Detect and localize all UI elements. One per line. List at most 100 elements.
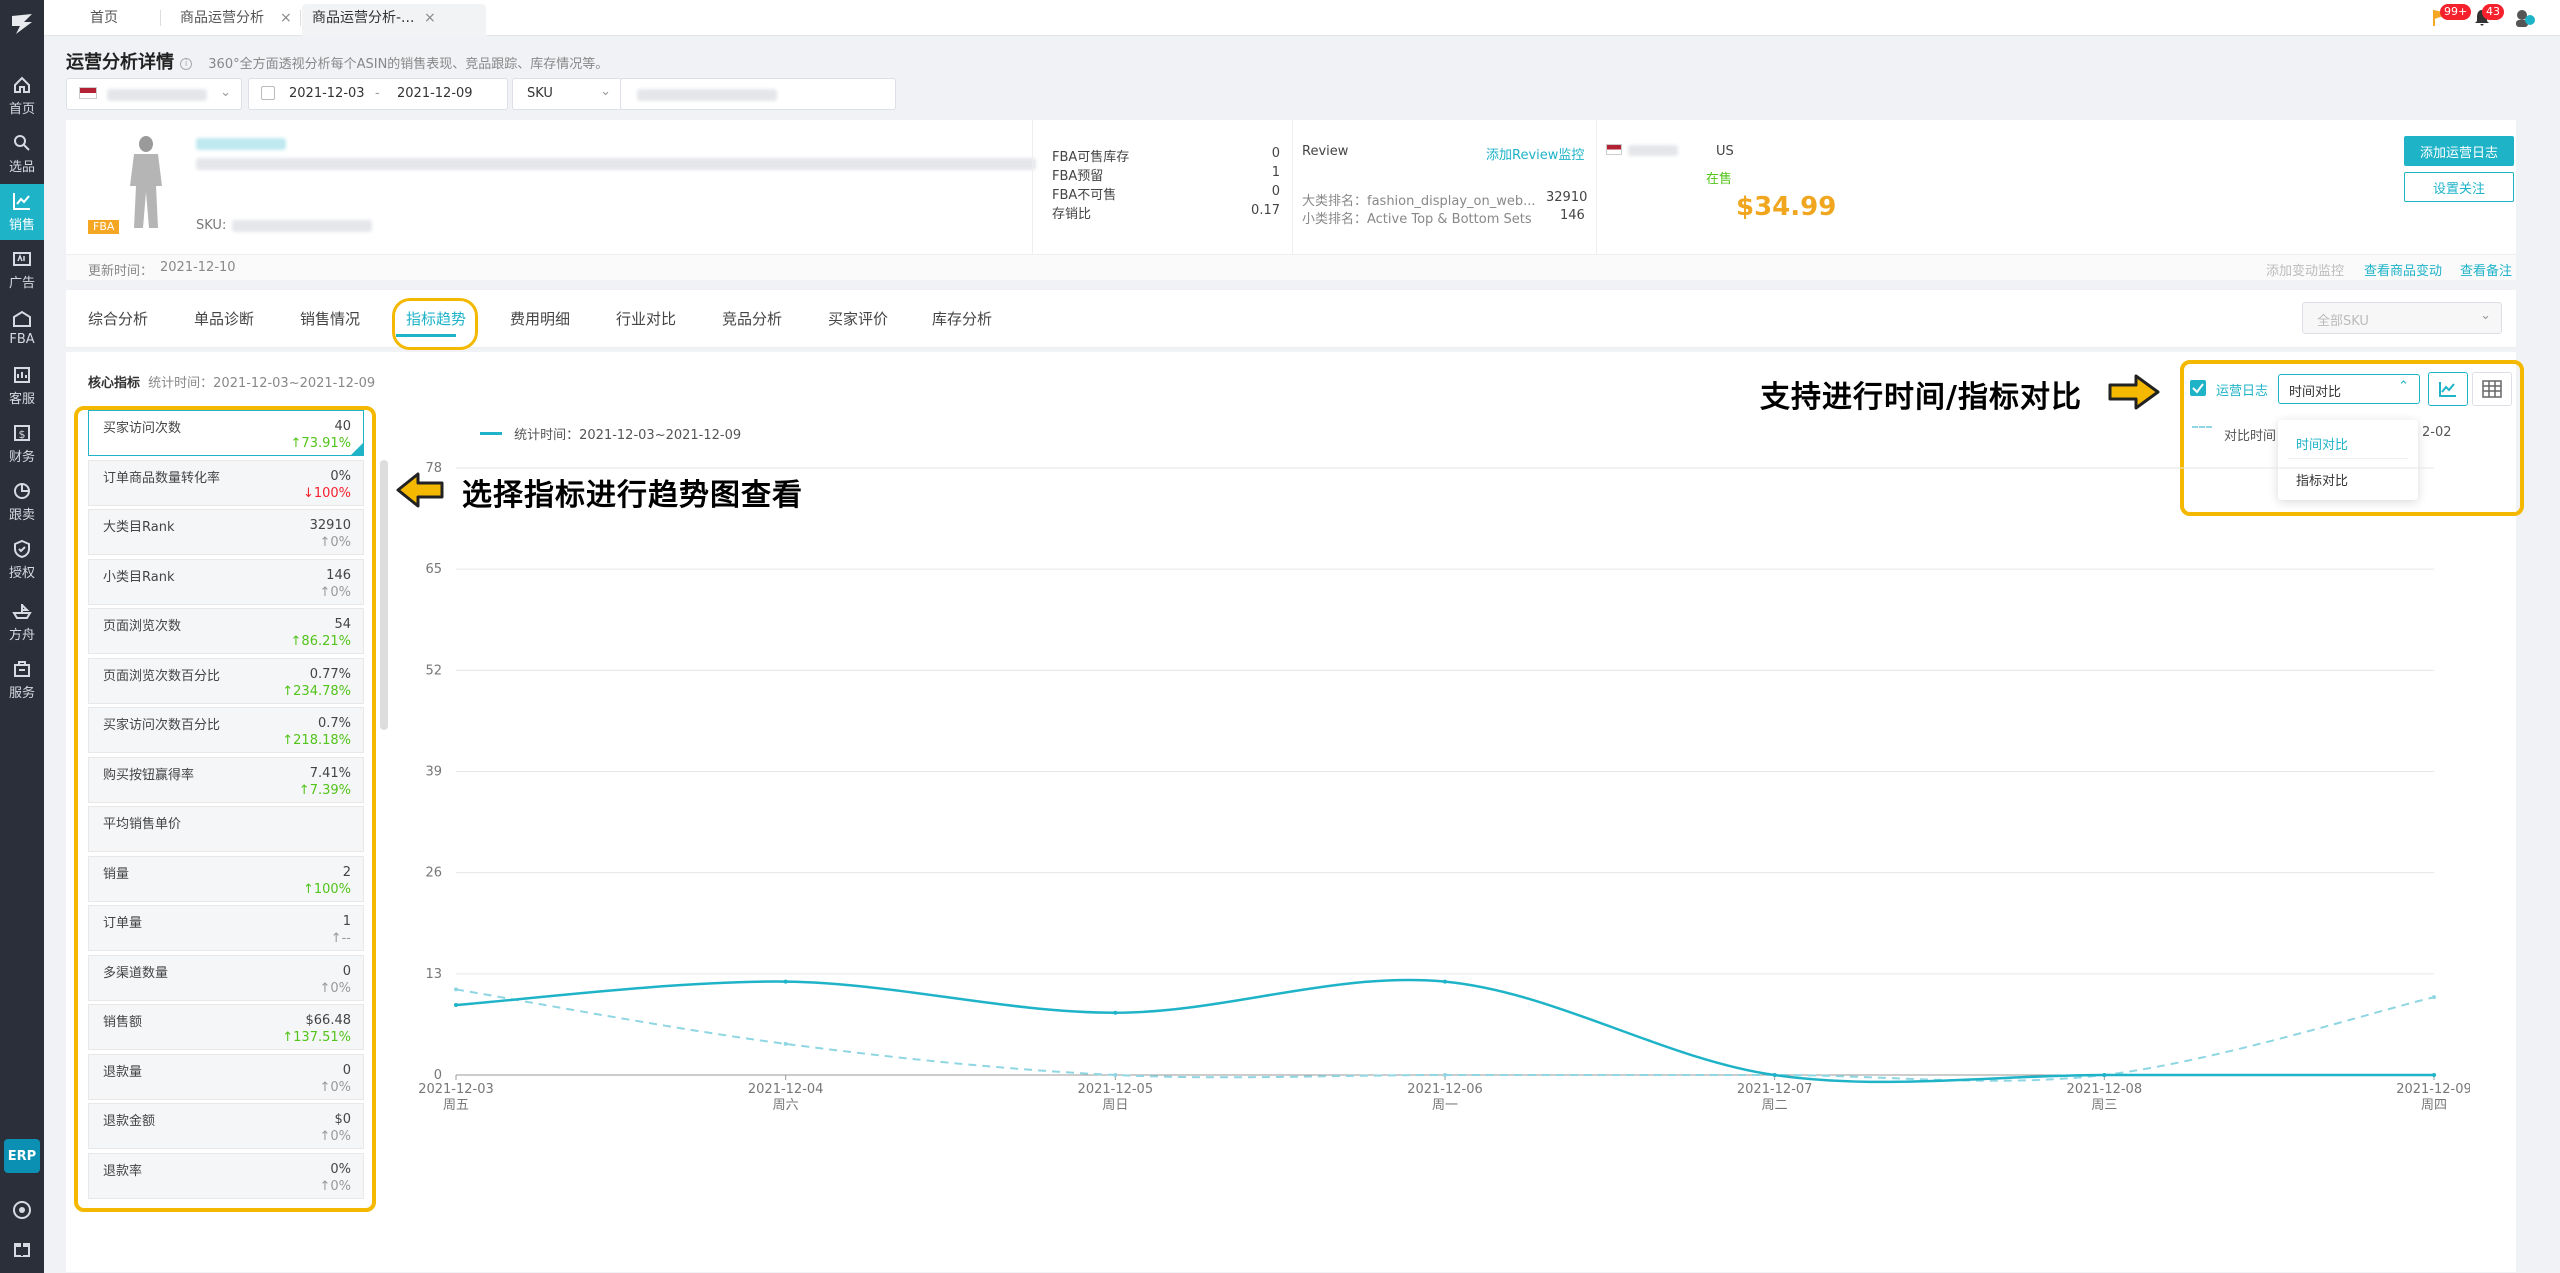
data-point bbox=[454, 987, 458, 992]
y-tick-label: 26 bbox=[425, 866, 442, 881]
x-tick-label: 2021-12-06 bbox=[1407, 1082, 1483, 1097]
updated-label: 更新时间： bbox=[88, 264, 154, 279]
annotation-compare: 支持进行时间/指标对比 bbox=[1760, 380, 2082, 415]
date-separator: - bbox=[375, 86, 380, 101]
metric-item[interactable]: 销量 2 ↑100% bbox=[88, 855, 364, 902]
compare-mode-select[interactable]: 时间对比 ⌃ bbox=[2278, 374, 2420, 404]
core-metrics-title: 核心指标 bbox=[88, 376, 141, 391]
analysis-tab[interactable]: 综合分析 bbox=[88, 310, 149, 328]
page-header: 运营分析详情 i 360°全方面透视分析每个ASIN的销售表现、竞品跟踪、库存情… bbox=[66, 48, 608, 74]
tab-close-icon[interactable]: × bbox=[280, 10, 292, 26]
metric-item[interactable]: 订单商品数量转化率 0% ↓100% bbox=[88, 459, 364, 506]
add-review-monitor-link[interactable]: 添加Review监控 bbox=[1486, 148, 1585, 163]
tab-home[interactable]: 首页 bbox=[90, 10, 118, 26]
nav-item-finance[interactable]: $ 财务 bbox=[0, 416, 44, 472]
metric-item[interactable]: 买家访问次数 40 ↑73.91% bbox=[88, 410, 364, 456]
view-notes-link[interactable]: 查看备注 bbox=[2460, 264, 2513, 279]
view-product-changes-link[interactable]: 查看商品变动 bbox=[2364, 264, 2443, 279]
dropdown-option-metric-compare[interactable]: 指标对比 bbox=[2296, 474, 2349, 489]
info-icon[interactable]: i bbox=[180, 58, 193, 70]
metric-item[interactable]: 买家访问次数百分比 0.7% ↑218.18% bbox=[88, 707, 364, 753]
metric-item[interactable]: 页面浏览次数百分比 0.77% ↑234.78% bbox=[88, 657, 364, 704]
product-card: FBA SKU: FBA可售库存 0 FBA预留 1 FBA不可售 0 存销比 0.17 Re… bbox=[66, 120, 2516, 280]
date-range-picker[interactable]: 2021-12-03 - 2021-12-09 bbox=[248, 78, 508, 110]
nav-item-shield[interactable]: 授权 bbox=[0, 532, 44, 588]
erp-button[interactable]: ERP bbox=[4, 1139, 40, 1173]
dropdown-option-time-compare[interactable]: 时间对比 bbox=[2296, 438, 2349, 453]
sku-filter-value: 全部SKU bbox=[2317, 314, 2369, 329]
metric-label: 多渠道数量 bbox=[103, 965, 169, 981]
tab-product-analysis[interactable]: 商品运营分析 bbox=[180, 10, 264, 26]
tab-product-analysis-detail[interactable]: 商品运营分析-... bbox=[312, 10, 415, 26]
chart-legend-label: 统计时间：2021-12-03~2021-12-09 bbox=[514, 428, 742, 443]
tab-bar: 首页 商品运营分析 × 商品运营分析-... × 99+ 43 bbox=[44, 0, 2560, 36]
analysis-tab[interactable]: 指标趋势 bbox=[406, 310, 467, 328]
analysis-tab[interactable]: 库存分析 bbox=[932, 310, 993, 328]
analysis-tab[interactable]: 行业对比 bbox=[616, 310, 677, 328]
metric-item[interactable]: 购买按钮赢得率 7.41% ↑7.39% bbox=[88, 756, 364, 803]
analysis-tab[interactable]: 竞品分析 bbox=[722, 310, 783, 328]
flag-badge: 99+ bbox=[2440, 4, 2472, 20]
metric-item[interactable]: 大类目Rank 32910 ↑0% bbox=[88, 509, 364, 555]
nav-item-label: 财务 bbox=[8, 450, 35, 465]
support-icon[interactable] bbox=[12, 1200, 32, 1220]
highlight-compare-controls bbox=[2180, 360, 2524, 516]
gift-icon[interactable] bbox=[12, 1238, 32, 1258]
metric-item[interactable]: 退款金额 $0 ↑0% bbox=[88, 1103, 364, 1149]
nav-item-sales-chart[interactable]: 销售 bbox=[0, 184, 44, 240]
data-point bbox=[783, 979, 788, 984]
metric-item[interactable]: 订单量 1 ↑-- bbox=[88, 905, 364, 951]
log-checkbox-label[interactable]: 运营日志 bbox=[2216, 384, 2269, 399]
sku-filter-select[interactable]: 全部SKU ⌄ bbox=[2302, 302, 2502, 334]
metric-list-scrollbar[interactable] bbox=[380, 460, 388, 730]
metric-item[interactable]: 小类目Rank 146 ↑0% bbox=[88, 558, 364, 605]
metric-item[interactable]: 退款量 0 ↑0% bbox=[88, 1053, 364, 1100]
inventory-stat-value: 0 bbox=[1271, 184, 1280, 199]
nav-item-warehouse[interactable]: FBA bbox=[0, 300, 44, 356]
nav-item-ark[interactable]: 方舟 bbox=[0, 594, 44, 650]
analysis-tab[interactable]: 买家评价 bbox=[828, 310, 889, 328]
nav-item-ad[interactable]: 广告 bbox=[0, 242, 44, 298]
metric-value: 1 bbox=[342, 914, 351, 929]
add-log-button[interactable]: 添加运营日志 bbox=[2404, 136, 2514, 166]
metric-item[interactable]: 退款率 0% ↑0% bbox=[88, 1152, 364, 1199]
nav-item-service[interactable]: 客服 bbox=[0, 358, 44, 414]
product-image[interactable] bbox=[116, 134, 176, 230]
nav-item-follow-sell[interactable]: 跟卖 bbox=[0, 474, 44, 530]
sku-search-input[interactable] bbox=[620, 78, 896, 110]
nav-item-search[interactable]: 选品 bbox=[0, 126, 44, 182]
set-follow-button[interactable]: 设置关注 bbox=[2404, 172, 2514, 202]
sales-chart-icon bbox=[13, 193, 30, 210]
x-tick-sublabel: 周五 bbox=[443, 1098, 469, 1113]
nav-item-label: 销售 bbox=[8, 218, 35, 233]
add-change-monitor-link[interactable]: 添加变动监控 bbox=[2266, 264, 2345, 279]
metric-change: ↑0% bbox=[319, 1129, 351, 1144]
metric-item[interactable]: 平均销售单价 bbox=[88, 806, 364, 852]
tab-close-icon[interactable]: × bbox=[424, 10, 436, 26]
nav-item-home[interactable]: 首页 bbox=[0, 68, 44, 124]
nav-item-service-building[interactable]: 服务 bbox=[0, 652, 44, 708]
line-chart-view-button[interactable] bbox=[2428, 372, 2468, 406]
metric-change: ↑73.91% bbox=[290, 436, 351, 451]
metric-item[interactable]: 页面浏览次数 54 ↑86.21% bbox=[88, 608, 364, 654]
table-view-button[interactable] bbox=[2472, 372, 2512, 406]
metric-item[interactable]: 多渠道数量 0 ↑0% bbox=[88, 954, 364, 1001]
shield-icon bbox=[14, 539, 30, 559]
analysis-tab[interactable]: 销售情况 bbox=[300, 310, 361, 328]
metric-label: 买家访问次数百分比 bbox=[103, 718, 221, 733]
metric-item[interactable]: 销售额 $66.48 ↑137.51% bbox=[88, 1004, 364, 1050]
log-checkbox[interactable] bbox=[2190, 380, 2206, 396]
analysis-tab[interactable]: 单品诊断 bbox=[194, 310, 255, 328]
y-tick-label: 65 bbox=[425, 562, 442, 577]
data-point bbox=[454, 1002, 458, 1007]
search-type-select[interactable]: SKU ⌄ bbox=[512, 78, 622, 110]
highlight-trend-tab bbox=[392, 298, 478, 350]
nav-item-label: 方舟 bbox=[8, 628, 35, 643]
us-flag-icon bbox=[1606, 144, 1622, 155]
analysis-tab[interactable]: 费用明细 bbox=[510, 310, 571, 328]
product-asin-blurred[interactable] bbox=[196, 138, 286, 150]
store-select[interactable]: ⌄ bbox=[66, 78, 242, 110]
user-avatar-icon[interactable] bbox=[2514, 8, 2536, 28]
metric-change: ↑0% bbox=[319, 584, 351, 600]
